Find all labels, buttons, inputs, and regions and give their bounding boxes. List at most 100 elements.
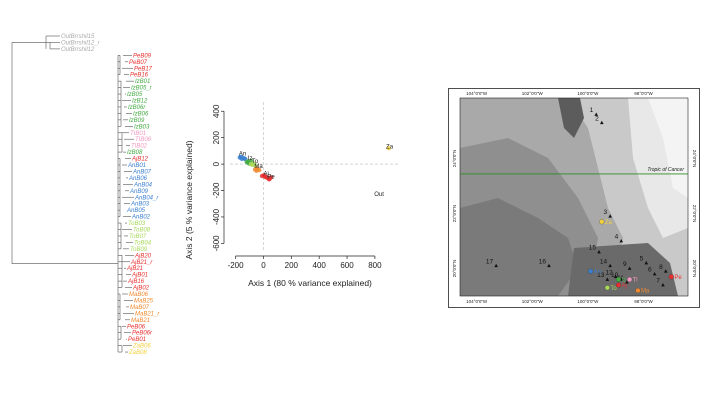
tree-tip-label: MaB06 — [129, 292, 149, 298]
tree-tip-label: IzB06r — [128, 105, 146, 111]
map-latitude-tick-right: 22°0'0"N — [692, 205, 697, 223]
map-latitude-tick-left: 22°0'0"N — [452, 205, 457, 223]
map-site-marker — [663, 269, 668, 273]
tree-tip-label: PeB09 — [133, 53, 152, 59]
tree-tip-label: AnB05 — [126, 208, 146, 214]
tree-tip-label: AjB16 — [127, 279, 145, 285]
tree-tip-label: OutBrrshil15 — [61, 34, 95, 40]
map-site-number: 7 — [656, 278, 660, 285]
pca-group-label: Ma — [254, 164, 263, 170]
pca-x-tick-label: 400 — [313, 261, 327, 270]
map-site-number: 15 — [589, 245, 597, 252]
tree-tip-label: IzB01 — [135, 79, 150, 85]
map-group-label: Iz — [621, 278, 626, 284]
pca-x-tick-label: 200 — [285, 261, 299, 270]
map-site-marker — [494, 263, 498, 268]
map-site-number: 2 — [595, 115, 599, 122]
tropic-of-cancer-label: Tropic of Cancer — [647, 167, 684, 173]
tree-tip-label: ToB08 — [133, 228, 151, 234]
map-site-marker — [652, 272, 657, 276]
tree-tip-label: ZaB08 — [128, 350, 147, 356]
map-site-number: 16 — [539, 258, 547, 265]
pca-x-axis-label: Axis 1 (80 % variance explained) — [248, 278, 372, 288]
tree-tip-label: PeB06r — [132, 331, 153, 337]
tree-tip-label: AnB07 — [132, 169, 152, 175]
pca-y-tick-label: -200 — [212, 182, 221, 199]
map-group-label: Ma — [641, 289, 650, 295]
map-group-marker — [599, 219, 605, 225]
tree-tip-label: IzB06 — [133, 111, 149, 117]
map-site-marker — [600, 120, 604, 125]
pca-group-label: Pe — [267, 175, 275, 181]
tree-tip-label: AnB04_r — [134, 195, 159, 201]
tree-tip-label: AnB03 — [130, 202, 150, 208]
pca-y-tick-label: 400 — [212, 104, 221, 118]
map-longitude-tick-top: 104°0'0"W — [466, 91, 488, 96]
map-site-marker — [608, 214, 612, 218]
tree-tip-label: OutBrrshil12 — [61, 47, 95, 53]
sampling-site-map: 104°0'0"W 102°0'0"W 100°0'0"W 98°0'0"W 104°0… — [448, 88, 700, 308]
map-site-marker — [661, 283, 665, 287]
pca-axes: -200 0 200 400 600 800 -600 -400 -200 0 200 400 — [212, 102, 400, 270]
map-longitude-tick-top: 100°0'0"W — [577, 91, 599, 96]
map-site-marker — [608, 263, 612, 268]
map-coordinate-ticks: 104°0'0"W 102°0'0"W 100°0'0"W 98°0'0"W 104°0… — [452, 91, 697, 304]
pca-y-axis-label: Axis 2 (5 % variance explained) — [184, 140, 194, 259]
map-group-label: Tl — [633, 278, 638, 284]
map-site-number: 4 — [615, 234, 619, 241]
map-site-number: 13 — [597, 272, 605, 279]
tree-tip-label: IzB12 — [132, 99, 148, 105]
map-group-marker — [615, 276, 622, 283]
tree-tip-label: ToB07 — [129, 234, 147, 240]
tree-branches — [11, 35, 134, 353]
map-group-label: Aj — [621, 283, 626, 289]
tree-tip-label: AjB21_r — [130, 260, 153, 266]
map-relief — [460, 98, 688, 296]
tree-tip-label: TIB08 — [135, 137, 152, 143]
tree-tip-label: IzB09 — [129, 118, 145, 124]
pca-group-label: Out — [374, 192, 384, 198]
map-longitude-tick-bottom: 102°0'0"W — [522, 299, 544, 304]
pca-point — [252, 163, 258, 168]
tree-tip-label: AnB01 — [127, 163, 146, 169]
tree-tip-label: AjB12 — [131, 157, 149, 163]
tree-tip-label: IzB05_r — [131, 86, 153, 92]
pca-y-tick-label: 200 — [212, 130, 221, 144]
map-site-marker — [547, 263, 551, 268]
pca-x-tick-label: 800 — [368, 261, 382, 270]
tree-tip-label: MaB21_r — [135, 311, 160, 317]
tree-tip-label: AjB20 — [134, 253, 152, 259]
tree-tip-label: AnB06 — [128, 176, 148, 182]
pca-y-tick-label: -400 — [212, 208, 221, 225]
map-site-number: 12 — [605, 269, 613, 276]
map-site-marker — [644, 261, 649, 265]
map-group-marker — [588, 268, 594, 274]
map-group-marker — [604, 285, 610, 291]
map-group-marker — [615, 282, 622, 288]
tree-tip-label: PeB01 — [128, 337, 146, 343]
map-site-number: 14 — [600, 258, 608, 265]
pca-x-tick-label: 0 — [261, 261, 266, 270]
map-site-marker — [597, 250, 601, 254]
pca-group-label: Iz — [248, 156, 253, 162]
tree-tip-label: IzB03 — [134, 124, 150, 130]
pca-x-tick-label: 600 — [340, 261, 354, 270]
map-site-marker — [605, 277, 610, 281]
tree-tip-label: MaB21 — [131, 318, 150, 324]
tree-tip-label: AnB04 — [133, 182, 153, 188]
tree-tip-label: ZaB06 — [132, 344, 151, 350]
map-site-number: 3 — [604, 209, 608, 216]
map-sampling-sites: 1234567891011121314151617 — [486, 107, 668, 287]
map-group-label: Za — [605, 220, 613, 226]
tree-tip-label: IzB08 — [127, 150, 143, 156]
pca-group-label: To — [252, 159, 259, 165]
map-site-marker — [594, 112, 599, 116]
map-site-marker — [625, 280, 629, 284]
tree-tip-label: PeB06 — [127, 324, 146, 330]
tree-tip-label: AnB09 — [129, 189, 149, 195]
tree-tip-label: PeB07 — [129, 60, 148, 66]
map-latitude-tick-left: 20°0'0"N — [452, 260, 457, 278]
map-longitude-tick-bottom: 104°0'0"W — [466, 299, 488, 304]
